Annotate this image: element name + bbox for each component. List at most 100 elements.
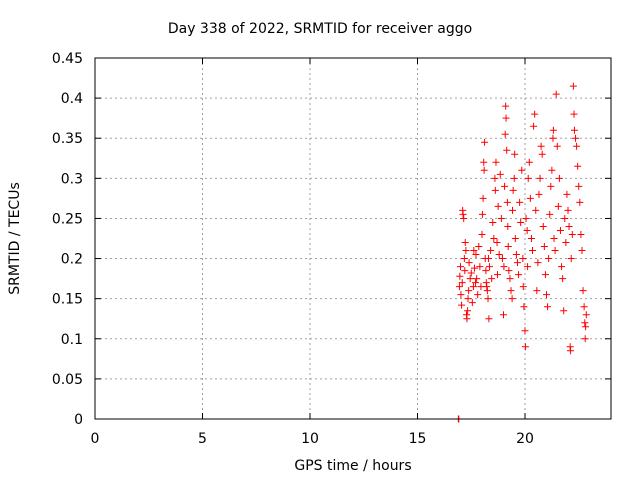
data-point: [536, 174, 544, 182]
data-point: [527, 235, 535, 242]
data-point: [488, 275, 496, 283]
data-point: [484, 295, 492, 303]
data-point: [522, 214, 530, 222]
data-point: [518, 166, 526, 174]
data-point: [559, 275, 567, 283]
data-point: [458, 301, 466, 309]
y-tick-label: 0.3: [61, 171, 83, 187]
data-point: [475, 243, 483, 251]
data-point: [472, 279, 480, 287]
y-tick-label: 0.45: [52, 51, 83, 67]
data-point: [564, 206, 572, 214]
data-point: [491, 186, 499, 194]
data-point: [569, 82, 577, 90]
data-point: [473, 275, 481, 283]
data-point: [519, 255, 527, 263]
data-point: [489, 218, 497, 226]
data-point: [478, 230, 486, 238]
data-point: [567, 347, 575, 355]
data-point: [552, 90, 560, 98]
y-tick-label: 0.35: [52, 131, 83, 147]
data-point: [470, 247, 478, 255]
data-point: [570, 126, 578, 134]
data-point: [495, 251, 503, 259]
data-point: [508, 295, 516, 303]
data-point: [543, 291, 550, 299]
data-point: [503, 146, 511, 154]
data-point: [509, 186, 517, 194]
data-point: [462, 247, 470, 255]
data-point: [582, 323, 590, 331]
data-points: [454, 82, 590, 423]
x-tick-label: 0: [91, 431, 100, 447]
data-point: [501, 130, 509, 138]
data-point: [511, 235, 519, 242]
data-point: [505, 267, 513, 275]
data-point: [521, 343, 529, 351]
data-point: [504, 222, 512, 230]
data-point: [555, 174, 563, 182]
data-point: [459, 210, 467, 218]
y-tick-label: 0.1: [61, 332, 83, 348]
data-point: [578, 247, 586, 255]
data-point: [503, 198, 511, 206]
data-point: [530, 122, 538, 130]
data-point: [534, 259, 542, 267]
data-point: [476, 263, 484, 271]
data-point: [511, 150, 519, 158]
data-point: [457, 291, 465, 299]
data-point: [580, 303, 588, 311]
data-point: [498, 255, 506, 263]
data-point: [579, 287, 587, 295]
data-point: [533, 287, 541, 295]
data-point: [493, 239, 501, 247]
data-point: [547, 182, 555, 190]
x-tick-label: 15: [409, 431, 427, 447]
data-point: [487, 247, 495, 255]
data-point: [519, 283, 527, 291]
data-point: [582, 311, 590, 319]
data-point: [523, 226, 531, 234]
data-point: [545, 255, 553, 263]
y-tick-label: 0.25: [52, 211, 83, 227]
data-point: [490, 235, 498, 242]
y-tick-label: 0.2: [61, 252, 83, 268]
y-tick-label: 0: [74, 412, 83, 428]
data-point: [526, 194, 534, 202]
data-point: [496, 170, 504, 178]
data-point: [567, 255, 575, 263]
data-point: [575, 182, 583, 190]
data-point: [544, 303, 552, 311]
data-point: [565, 222, 573, 230]
data-point: [513, 259, 521, 267]
data-point: [581, 319, 589, 327]
data-point: [553, 142, 561, 150]
data-point: [535, 190, 543, 198]
data-point: [574, 162, 582, 170]
data-point: [481, 138, 489, 146]
data-point: [551, 247, 559, 255]
data-point: [573, 142, 581, 150]
data-point: [577, 230, 585, 238]
data-point: [529, 247, 537, 255]
data-point: [550, 235, 558, 242]
data-point: [480, 166, 488, 174]
data-point: [486, 263, 494, 271]
data-point: [456, 272, 464, 280]
data-point: [467, 269, 475, 277]
data-point: [500, 263, 508, 271]
data-point: [457, 263, 464, 271]
data-point: [500, 311, 507, 319]
data-point: [538, 150, 546, 158]
data-point: [517, 218, 525, 226]
data-point: [524, 174, 532, 182]
y-tick-label: 0.4: [61, 91, 83, 107]
y-axis: 0 0.05 0.1 0.15 0.2 0.25 0.3 0.35 0.4 0.45: [52, 51, 611, 428]
data-point: [494, 202, 502, 210]
data-point: [554, 202, 562, 210]
data-point: [525, 158, 533, 166]
data-point: [485, 315, 493, 323]
x-axis-label: GPS time / hours: [294, 458, 411, 474]
data-point: [507, 287, 515, 295]
